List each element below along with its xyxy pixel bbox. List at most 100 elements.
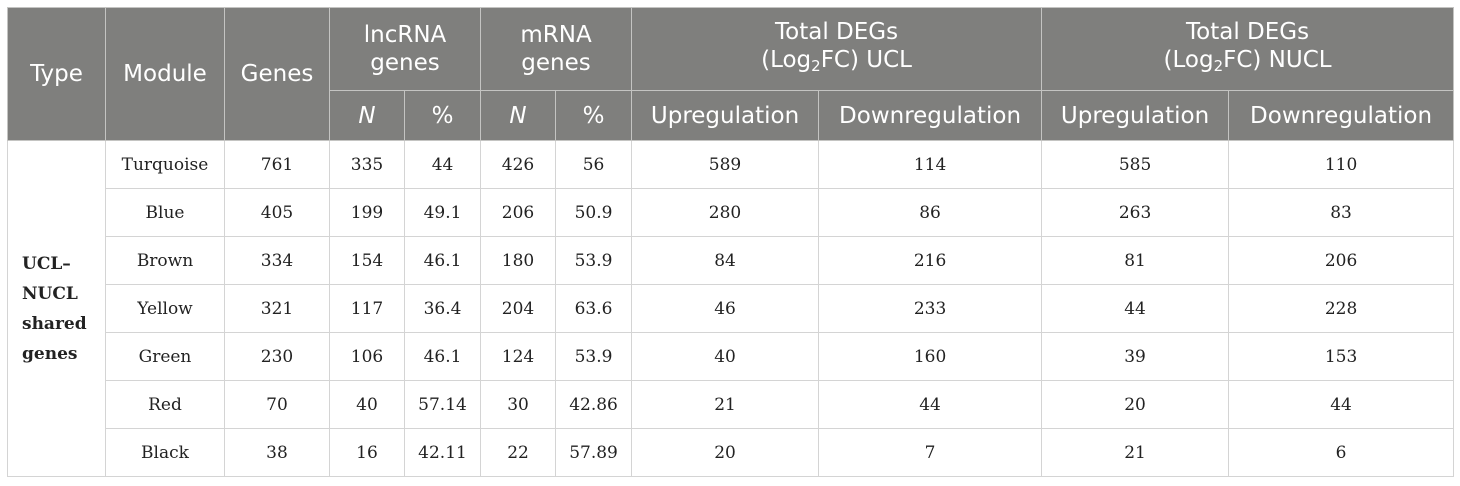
- nucl-down-cell: 153: [1228, 332, 1455, 381]
- nucl-down-cell: 110: [1228, 140, 1455, 189]
- header-total-degs-ucl: Total DEGs (Log2FC) UCL: [631, 7, 1043, 91]
- mrna-n-cell: 204: [480, 284, 557, 333]
- header-lncrna-pct: %: [403, 90, 482, 141]
- header-nucl-post: FC) NUCL: [1223, 47, 1332, 73]
- nucl-down-cell: 44: [1228, 380, 1455, 429]
- lncrna-pct-cell: 36.4: [403, 284, 482, 333]
- ucl-up-cell: 21: [631, 380, 820, 429]
- table-row: Brown 334 154 46.1 180 53.9 84 216 81 20…: [8, 236, 1455, 285]
- nucl-down-cell: 6: [1228, 428, 1455, 477]
- header-ucl-line2: (Log2FC) UCL: [636, 46, 1037, 80]
- header-nucl-line2: (Log2FC) NUCL: [1046, 46, 1449, 80]
- table-row: Yellow 321 117 36.4 204 63.6 46 233 44 2…: [8, 284, 1455, 333]
- lncrna-n-cell: 154: [329, 236, 405, 285]
- header-lncrna-n: N: [329, 90, 405, 141]
- genes-cell: 321: [224, 284, 330, 333]
- header-module: Module: [105, 7, 225, 141]
- mrna-n-cell: 30: [480, 380, 557, 429]
- table-row: Blue 405 199 49.1 206 50.9 280 86 263 83: [8, 188, 1455, 237]
- lncrna-n-cell: 335: [329, 140, 405, 189]
- header-ucl-sub: 2: [811, 57, 821, 75]
- ucl-up-cell: 589: [631, 140, 820, 189]
- lncrna-n-cell: 40: [329, 380, 405, 429]
- genes-cell: 230: [224, 332, 330, 381]
- nucl-up-cell: 263: [1041, 188, 1230, 237]
- lncrna-pct-cell: 57.14: [403, 380, 482, 429]
- module-cell: Turquoise: [105, 140, 225, 189]
- nucl-down-cell: 83: [1228, 188, 1455, 237]
- mrna-n-cell: 22: [480, 428, 557, 477]
- mrna-pct-cell: 53.9: [555, 332, 633, 381]
- lncrna-pct-cell: 42.11: [403, 428, 482, 477]
- ucl-up-cell: 46: [631, 284, 820, 333]
- lncrna-n-cell: 199: [329, 188, 405, 237]
- genes-cell: 334: [224, 236, 330, 285]
- mrna-n-cell: 180: [480, 236, 557, 285]
- lncrna-n-cell: 16: [329, 428, 405, 477]
- genes-cell: 761: [224, 140, 330, 189]
- header-ucl-post: FC) UCL: [820, 47, 912, 73]
- ucl-up-cell: 280: [631, 188, 820, 237]
- module-cell: Red: [105, 380, 225, 429]
- module-cell: Brown: [105, 236, 225, 285]
- ucl-down-cell: 44: [818, 380, 1043, 429]
- header-nucl-down: Downregulation: [1228, 90, 1455, 141]
- header-mrna-n: N: [480, 90, 557, 141]
- type-line2: NUCL: [22, 283, 78, 304]
- mrna-n-cell: 124: [480, 332, 557, 381]
- type-line4: genes: [22, 343, 78, 364]
- lncrna-pct-cell: 46.1: [403, 332, 482, 381]
- lncrna-pct-cell: 46.1: [403, 236, 482, 285]
- header-nucl-pre: (Log: [1163, 47, 1214, 73]
- lncrna-pct-cell: 49.1: [403, 188, 482, 237]
- ucl-down-cell: 160: [818, 332, 1043, 381]
- header-ucl-down: Downregulation: [818, 90, 1043, 141]
- mrna-pct-cell: 56: [555, 140, 633, 189]
- type-line1: UCL–: [22, 253, 71, 274]
- header-type: Type: [7, 7, 106, 141]
- mrna-n-cell: 206: [480, 188, 557, 237]
- ucl-down-cell: 233: [818, 284, 1043, 333]
- header-lncrna-genes: lncRNA genes: [328, 7, 482, 91]
- type-line3: shared: [22, 313, 87, 334]
- ucl-up-cell: 40: [631, 332, 820, 381]
- lncrna-n-cell: 117: [329, 284, 405, 333]
- genes-cell: 70: [224, 380, 330, 429]
- mrna-pct-cell: 50.9: [555, 188, 633, 237]
- deg-module-table: Type Module Genes lncRNA genes mRNA gene…: [7, 7, 1455, 477]
- header-mrna-line2: genes: [521, 50, 591, 76]
- mrna-pct-cell: 42.86: [555, 380, 633, 429]
- nucl-down-cell: 228: [1228, 284, 1455, 333]
- nucl-up-cell: 39: [1041, 332, 1230, 381]
- header-nucl-line1: Total DEGs: [1186, 19, 1310, 45]
- nucl-up-cell: 44: [1041, 284, 1230, 333]
- type-cell: UCL– NUCL shared genes: [7, 140, 106, 477]
- lncrna-pct-cell: 44: [403, 140, 482, 189]
- module-cell: Green: [105, 332, 225, 381]
- table-row: Green 230 106 46.1 124 53.9 40 160 39 15…: [8, 332, 1455, 381]
- mrna-pct-cell: 53.9: [555, 236, 633, 285]
- ucl-down-cell: 216: [818, 236, 1043, 285]
- nucl-up-cell: 585: [1041, 140, 1230, 189]
- header-ucl-pre: (Log: [761, 47, 812, 73]
- ucl-down-cell: 86: [818, 188, 1043, 237]
- header-lncrna-line1: lncRNA: [363, 22, 447, 48]
- nucl-up-cell: 20: [1041, 380, 1230, 429]
- table-row: Red 70 40 57.14 30 42.86 21 44 20 44: [8, 380, 1455, 429]
- nucl-up-cell: 81: [1041, 236, 1230, 285]
- ucl-down-cell: 114: [818, 140, 1043, 189]
- module-cell: Blue: [105, 188, 225, 237]
- ucl-up-cell: 84: [631, 236, 820, 285]
- mrna-pct-cell: 63.6: [555, 284, 633, 333]
- nucl-down-cell: 206: [1228, 236, 1455, 285]
- header-ucl-line1: Total DEGs: [775, 19, 899, 45]
- header-mrna-line1: mRNA: [520, 22, 592, 48]
- header-nucl-sub: 2: [1213, 57, 1224, 75]
- mrna-pct-cell: 57.89: [555, 428, 633, 477]
- header-total-degs-nucl: Total DEGs (Log2FC) NUCL: [1041, 7, 1455, 91]
- header-mrna-pct: %: [555, 90, 633, 141]
- header-mrna-genes: mRNA genes: [480, 7, 633, 91]
- table-row: Black 38 16 42.11 22 57.89 20 7 21 6: [8, 428, 1455, 477]
- lncrna-n-cell: 106: [329, 332, 405, 381]
- ucl-down-cell: 7: [818, 428, 1043, 477]
